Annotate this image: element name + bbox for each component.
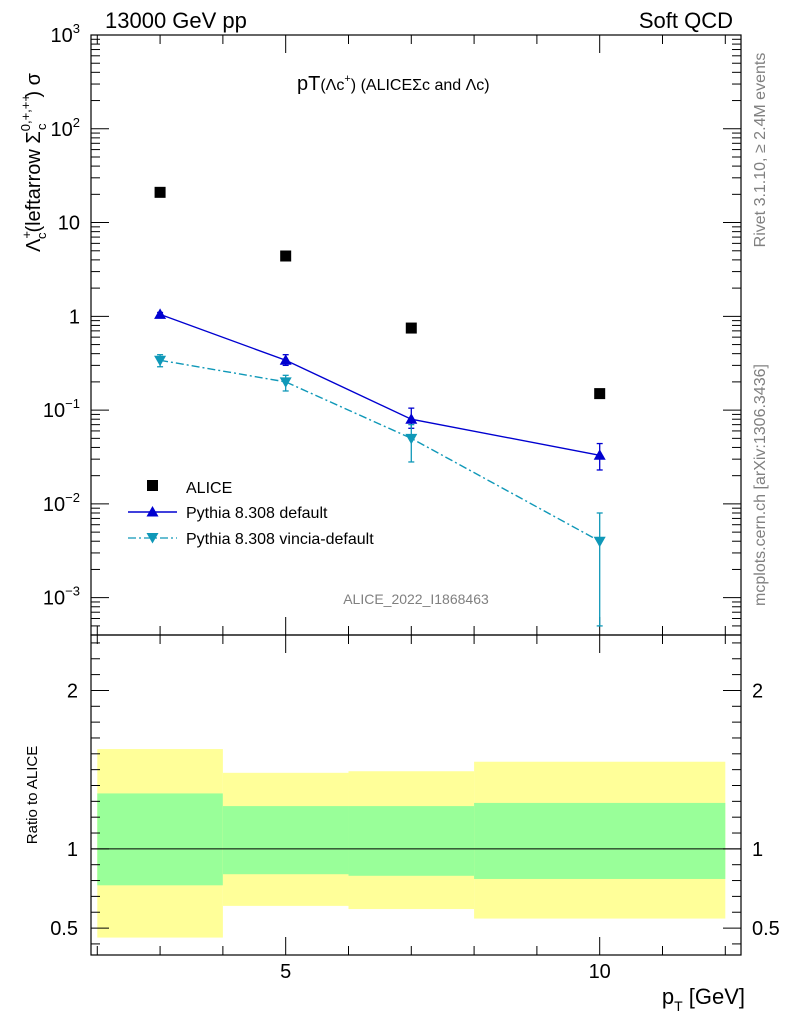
legend: ALICE Pythia 8.308 default Pythia 8.308 … — [128, 480, 374, 548]
x-axis-label: pT [GeV] — [662, 984, 745, 1014]
ratio-plot-frame — [90, 634, 742, 956]
ylabel-middle: (leftarrow Σ — [23, 131, 45, 232]
x-tick-label: 5 — [280, 961, 291, 983]
ratio-y-tick-label-right: 1 — [752, 839, 763, 861]
y-tick-base: 10 — [43, 494, 65, 516]
ratio-y-tick-label-right: 0.5 — [752, 918, 780, 940]
data-point-vincia — [593, 536, 606, 548]
y-tick-exponent: −2 — [65, 490, 80, 505]
data-point-alice — [405, 322, 417, 334]
legend-marker-alice — [147, 480, 158, 491]
y-tick-exponent: 2 — [73, 115, 80, 130]
y-tick-base: 10 — [43, 400, 65, 422]
ylabel-sigma-sup: 0,+,++ — [18, 94, 33, 131]
header-right: Soft QCD — [639, 8, 733, 33]
series-line-2 — [159, 359, 601, 542]
legend-marker-pythia-default — [146, 506, 159, 517]
ratio-tick-labels: 0.5 0.5 1 1 2 2 5 10 — [50, 680, 780, 983]
data-point-pythia-default — [279, 354, 292, 365]
ratio-plot-panel: 0.5 0.5 1 1 2 2 5 10 Ratio to ALICE pT [GeV] — [24, 634, 780, 1014]
legend-marker-vincia — [146, 533, 159, 544]
mcplots-label: mcplots.cern.ch [arXiv:1306.3436] — [752, 364, 769, 606]
xlabel-unit: [GeV] — [683, 984, 745, 1009]
data-point-pythia-default — [154, 308, 167, 319]
ratio-y-tick-label-left: 1 — [67, 839, 78, 861]
ylabel-lambda-sub: c — [34, 232, 49, 239]
xlabel-sub: T — [674, 998, 683, 1014]
legend-label-vincia: Pythia 8.308 vincia-default — [186, 531, 374, 548]
main-y-axis-label: Λ+c(leftarrow Σ0,+,++c) σ — [18, 72, 49, 252]
ylabel-sigma-sub: c — [34, 123, 49, 130]
y-tick-base: 10 — [51, 119, 73, 141]
y-tick-label: 1 — [69, 306, 80, 328]
ratio-bands — [97, 749, 726, 938]
legend-label-pythia-default: Pythia 8.308 default — [186, 505, 328, 522]
ratio-band-inner — [222, 806, 349, 875]
y-tick-label: 10−1 — [43, 396, 80, 422]
y-tick-base: 10 — [58, 213, 80, 235]
ratio-band-inner — [474, 802, 726, 879]
ratio-y-axis-label: Ratio to ALICE — [24, 746, 41, 844]
rivet-label: Rivet 3.1.10, ≥ 2.4M events — [752, 53, 769, 248]
title-rest: ) (ALICEΣc and Λc) — [351, 77, 490, 94]
ylabel-tail: ) σ — [23, 72, 45, 97]
ratio-y-tick-label-left: 0.5 — [50, 918, 78, 940]
y-tick-base: 10 — [43, 588, 65, 610]
y-tick-exponent: −3 — [65, 584, 80, 599]
y-tick-label: 102 — [51, 115, 80, 141]
main-axis-ticks — [91, 34, 741, 636]
main-series-layer — [154, 186, 606, 627]
ylabel-lambda: Λ — [23, 238, 45, 252]
title-paren: (Λc — [320, 77, 344, 94]
title-sup: + — [344, 73, 350, 85]
ylabel-lambda-sup: + — [19, 231, 34, 239]
y-tick-base: 1 — [69, 306, 80, 328]
header-left: 13000 GeV pp — [105, 8, 247, 33]
y-tick-label: 103 — [51, 21, 80, 47]
data-point-alice — [594, 388, 606, 400]
y-tick-label: 10−3 — [43, 584, 80, 610]
ratio-y-tick-label-right: 2 — [752, 680, 763, 702]
data-point-pythia-default — [405, 413, 418, 424]
title-main: pT — [297, 73, 320, 95]
y-tick-label: 10 — [58, 213, 80, 235]
data-point-pythia-default — [593, 449, 606, 460]
legend-label-alice: ALICE — [186, 480, 232, 497]
data-point-alice — [280, 250, 292, 262]
data-point-alice — [154, 186, 166, 198]
ratio-axis-ticks — [91, 635, 741, 955]
ratio-band-inner — [348, 806, 475, 876]
ratio-y-tick-label-left: 2 — [67, 680, 78, 702]
series-line-1 — [159, 313, 600, 456]
y-tick-exponent: 3 — [73, 21, 80, 36]
y-tick-base: 10 — [51, 25, 73, 47]
y-tick-label: 10−2 — [43, 490, 80, 516]
xlabel-p: p — [662, 984, 674, 1009]
ratio-band-inner — [97, 793, 223, 886]
y-tick-exponent: −1 — [65, 396, 80, 411]
x-tick-label: 10 — [589, 961, 611, 983]
analysis-watermark: ALICE_2022_I1868463 — [343, 591, 489, 607]
data-point-vincia — [405, 433, 418, 445]
main-title: pT(Λc+) (ALICEΣc and Λc) — [297, 73, 490, 95]
data-point-vincia — [154, 355, 167, 367]
data-point-vincia — [279, 377, 292, 388]
